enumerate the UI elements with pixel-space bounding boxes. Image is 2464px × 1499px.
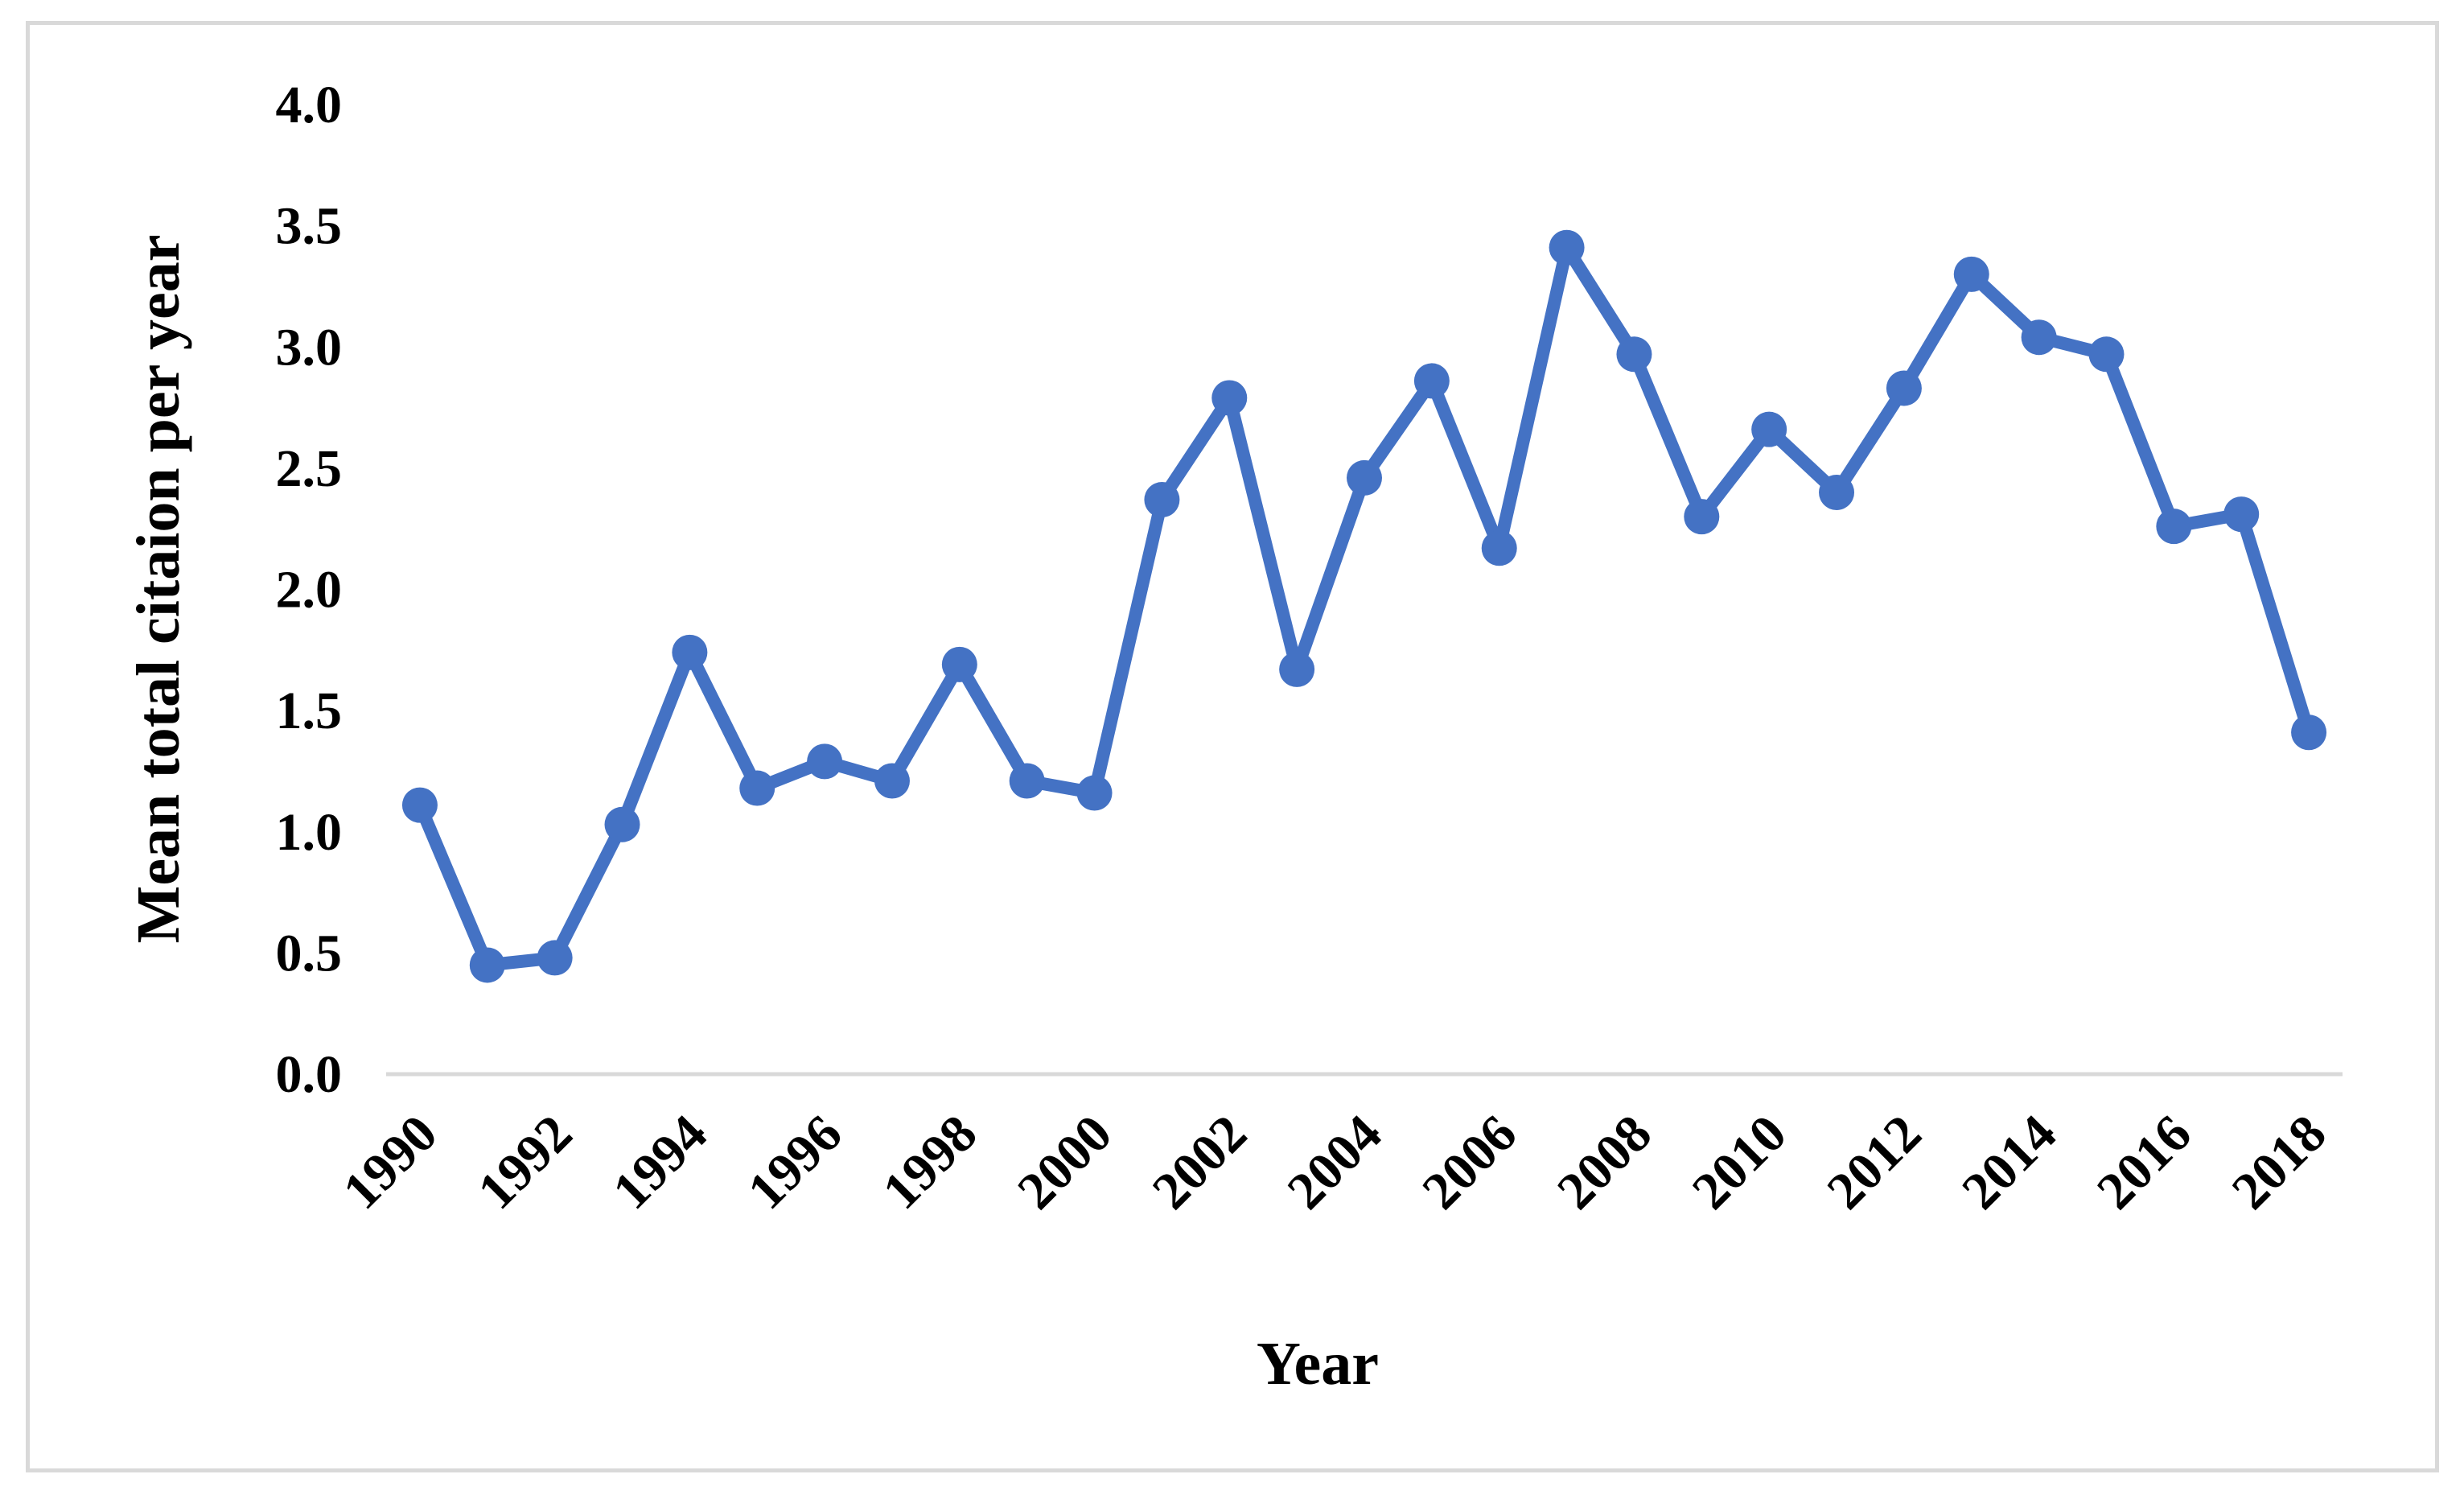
x-tick-label: 1998 (871, 1104, 988, 1221)
x-tick-label: 1996 (737, 1104, 854, 1221)
data-point (739, 770, 775, 806)
data-point (1076, 775, 1113, 811)
data-point (1279, 651, 1315, 687)
data-point (941, 646, 977, 682)
x-axis-title: Year (1257, 1330, 1379, 1398)
x-tick-label: 2016 (2086, 1104, 2203, 1221)
data-point (401, 787, 438, 823)
data-point (1751, 411, 1787, 447)
data-point (1347, 459, 1382, 496)
y-tick-label: 2.5 (276, 439, 343, 498)
data-point (1481, 530, 1517, 566)
data-point (2223, 496, 2260, 533)
data-point (1413, 363, 1450, 399)
series-group (401, 229, 2327, 983)
y-tick-label: 1.5 (276, 682, 343, 740)
y-tick-label: 0.5 (276, 924, 343, 982)
data-point (2156, 509, 2192, 545)
data-point (1953, 256, 1989, 292)
x-tick-label: 1990 (332, 1104, 449, 1221)
series-line (413, 241, 2316, 972)
data-point (604, 806, 640, 842)
y-tick-label: 3.0 (276, 318, 343, 377)
x-tick-label: 2004 (1277, 1104, 1393, 1221)
data-point (2088, 336, 2125, 373)
x-tick-label: 2008 (1546, 1104, 1663, 1221)
data-point (1886, 370, 1922, 406)
data-point (874, 763, 910, 799)
data-point (1684, 499, 1720, 535)
data-point (469, 947, 505, 983)
x-axis-ticks: 1990 1992 1994 1996 1998 2000 2002 2004 2006 2008… (332, 1104, 2338, 1221)
data-point (1819, 475, 1855, 510)
data-point (1009, 763, 1045, 799)
x-tick-label: 2002 (1142, 1104, 1258, 1221)
x-tick-label: 2018 (2221, 1104, 2338, 1221)
y-axis-title: Mean total citaion per year (125, 235, 192, 944)
chart-frame (26, 21, 2439, 1472)
data-point (672, 634, 708, 670)
data-point (1211, 380, 1248, 416)
data-point (1616, 336, 1652, 373)
y-tick-label: 4.0 (276, 76, 343, 134)
data-point (2291, 714, 2327, 751)
data-point (1549, 229, 1585, 266)
y-tick-label: 3.5 (276, 197, 343, 256)
x-tick-label: 2014 (1951, 1104, 2067, 1221)
x-tick-label: 1992 (467, 1104, 583, 1221)
data-point (807, 743, 843, 780)
x-tick-label: 1994 (602, 1104, 718, 1221)
y-tick-label: 0.0 (276, 1045, 343, 1104)
x-tick-label: 2000 (1006, 1104, 1123, 1221)
x-tick-label: 2010 (1681, 1104, 1798, 1221)
data-point (1144, 482, 1180, 518)
y-tick-label: 1.0 (276, 803, 343, 862)
data-point (537, 940, 573, 976)
y-axis-ticks: 0.0 0.5 1.0 1.5 2.0 2.5 3.0 3.5 4.0 (276, 76, 343, 1104)
x-tick-label: 2006 (1411, 1104, 1528, 1221)
data-point (2021, 319, 2057, 356)
x-tick-label: 2012 (1816, 1104, 1933, 1221)
y-tick-label: 2.0 (276, 561, 343, 620)
